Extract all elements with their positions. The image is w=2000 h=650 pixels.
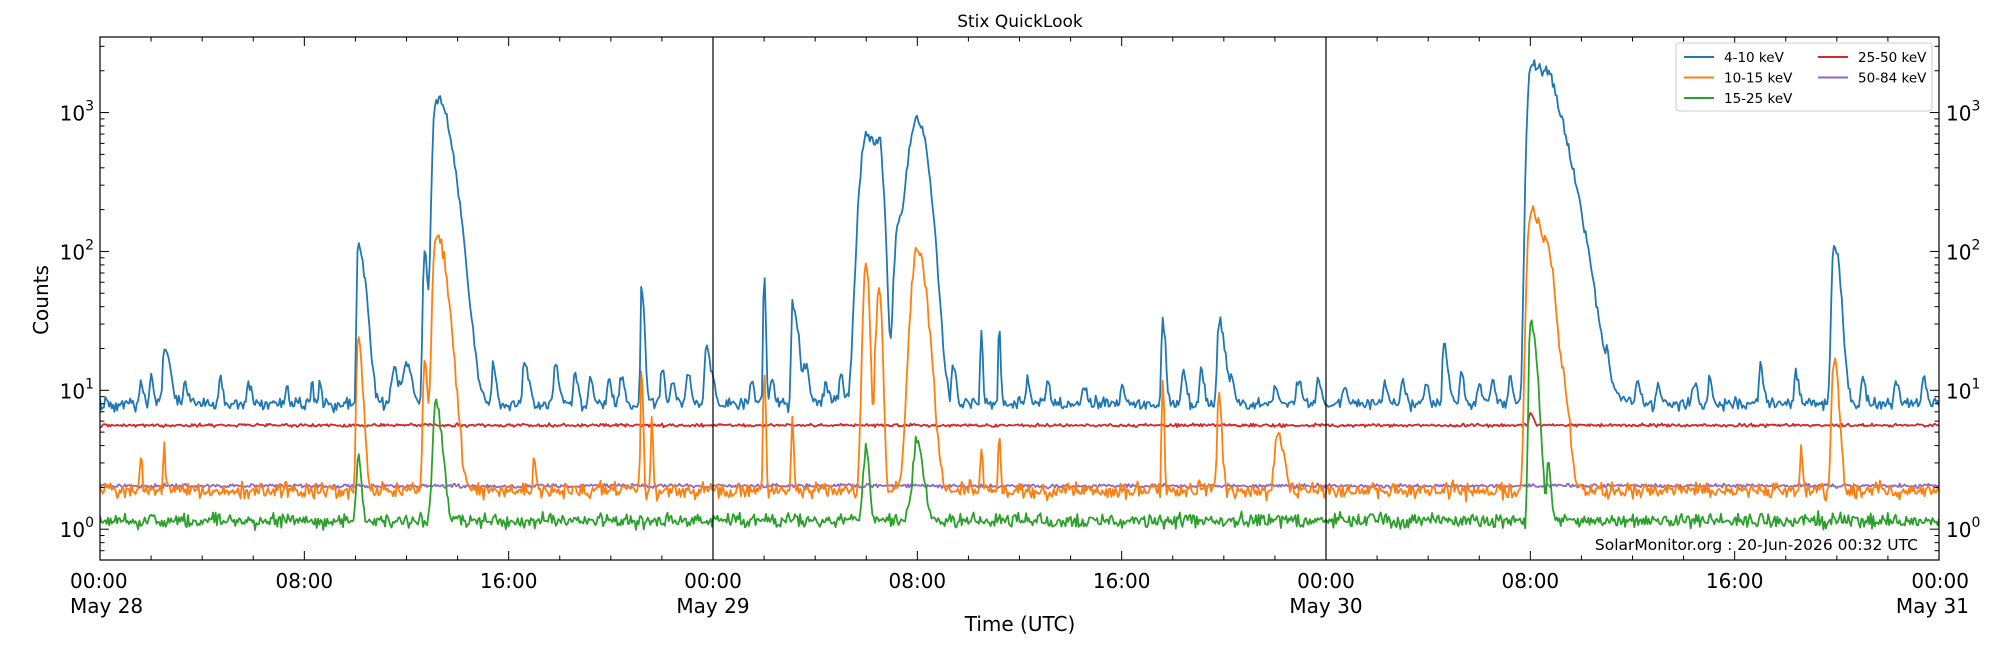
x-tick-time-label: 00:00 [1297, 569, 1355, 593]
x-tick-time-label: 00:00 [70, 569, 128, 593]
x-tick-date-label: May 30 [1289, 594, 1362, 618]
series-line-10-15-kev [100, 205, 1939, 503]
x-tick-time-label: 08:00 [1502, 569, 1560, 593]
x-tick-date-label: May 29 [676, 594, 749, 618]
x-axis-label: Time (UTC) [964, 612, 1076, 636]
y-tick-label-right: 101 [1946, 376, 1980, 403]
y-tick-label-left: 103 [60, 99, 94, 126]
y-tick-label-right: 103 [1946, 99, 1980, 126]
legend: 4-10 keV 10-15 keV 15-25 keV 25-50 keV 50-84… [1675, 42, 1933, 112]
x-tick-time-label: 16:00 [1706, 569, 1764, 593]
x-tick-time-label: 16:00 [1093, 569, 1151, 593]
x-tick-time-label: 08:00 [889, 569, 947, 593]
legend-label: 25-50 keV [1858, 50, 1927, 66]
x-tick-time-label: 16:00 [480, 569, 538, 593]
x-tick-time-label: 00:00 [1911, 569, 1969, 593]
legend-label: 10-15 keV [1724, 71, 1793, 87]
chart-title: Stix QuickLook [957, 12, 1083, 32]
legend-box [1675, 42, 1933, 112]
series-line-25-50-kev [100, 411, 1939, 429]
source-annotation: SolarMonitor.org : 20-Jun-2026 00:32 UTC [1595, 536, 1918, 554]
legend-label: 50-84 keV [1858, 71, 1927, 87]
y-tick-label-left: 100 [60, 515, 94, 542]
y-tick-label-right: 102 [1946, 237, 1980, 264]
y-axis-label: Counts [29, 265, 53, 335]
series-line-4-10-kev [100, 59, 1939, 414]
x-tick-time-label: 08:00 [276, 569, 334, 593]
legend-label: 4-10 keV [1724, 50, 1785, 66]
x-tick-date-label: May 31 [1896, 594, 1969, 618]
legend-label: 15-25 keV [1724, 91, 1793, 107]
y-tick-label-right: 100 [1946, 515, 1980, 542]
series-line-15-25-kev [100, 319, 1939, 531]
y-tick-label-left: 101 [60, 376, 94, 403]
x-tick-time-label: 00:00 [684, 569, 742, 593]
y-tick-label-left: 102 [60, 237, 94, 264]
x-tick-date-label: May 28 [70, 594, 143, 618]
